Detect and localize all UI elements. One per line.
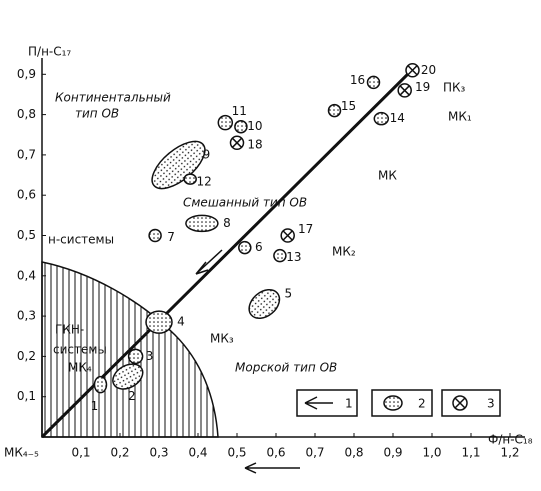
x-tick-label: 0,6 xyxy=(266,446,285,460)
annotation: МК₃ xyxy=(210,332,234,346)
y-tick-label: 0,6 xyxy=(17,188,36,202)
annotation: системы xyxy=(53,343,107,357)
point-cross xyxy=(399,85,410,96)
y-tick-label: 0,7 xyxy=(17,147,36,161)
point xyxy=(145,310,173,334)
point xyxy=(183,173,197,185)
point-label: 7 xyxy=(167,230,175,244)
point xyxy=(234,119,248,134)
point xyxy=(397,83,412,98)
point xyxy=(405,63,420,78)
annotation: Континентальный xyxy=(55,91,171,105)
point-label: 10 xyxy=(247,119,262,133)
point-label: 4 xyxy=(177,315,185,329)
annotation: МК₁ xyxy=(448,110,472,124)
legend-box xyxy=(371,389,433,417)
legend-label: 3 xyxy=(487,397,495,411)
point-label: 3 xyxy=(146,349,154,363)
point-label: 2 xyxy=(128,389,136,403)
arrow xyxy=(244,462,300,474)
x-tick-label: 0,3 xyxy=(149,446,168,460)
legend-label: 1 xyxy=(345,397,353,411)
point xyxy=(229,135,245,151)
point-label: 1 xyxy=(91,399,99,413)
legend-symbol xyxy=(304,396,333,410)
point-label: 14 xyxy=(390,111,405,125)
point-label: 9 xyxy=(203,147,211,161)
point-label: 11 xyxy=(232,104,247,118)
point-label: 18 xyxy=(247,137,262,151)
point-label: 17 xyxy=(298,222,313,236)
annotation: МК xyxy=(378,169,397,183)
x-tick-label: 1,1 xyxy=(461,446,480,460)
y-axis-label: П/н-C₁₇ xyxy=(28,45,71,59)
point xyxy=(185,214,219,233)
annotation: МК₄ xyxy=(68,361,92,375)
x-tick-label: 1,0 xyxy=(422,446,441,460)
legend-box xyxy=(441,389,501,417)
legend-box xyxy=(296,389,358,417)
point-label: 8 xyxy=(223,216,231,230)
point xyxy=(112,363,144,390)
point-label: 20 xyxy=(421,63,436,77)
x-axis-label: Ф/н-C₁₈ xyxy=(488,433,533,447)
annotation: ПК₃ xyxy=(443,81,466,95)
y-tick-label: 0,8 xyxy=(17,107,36,121)
point-label: 16 xyxy=(350,73,365,87)
y-tick-label: 0,3 xyxy=(17,309,36,323)
x-tick-label: 0,9 xyxy=(383,446,402,460)
point-label: 19 xyxy=(415,80,430,94)
point xyxy=(93,375,108,394)
x-tick-label: 0,1 xyxy=(71,446,90,460)
annotation: Смешанный тип ОВ xyxy=(183,196,307,210)
annotation: ГКН- xyxy=(55,323,84,337)
x-tick-label: 0,7 xyxy=(305,446,324,460)
point-label: 13 xyxy=(286,250,301,264)
point-cross xyxy=(231,137,243,148)
y-tick-label: 0,9 xyxy=(17,67,36,81)
point xyxy=(238,240,252,255)
annotation: МК₂ xyxy=(332,245,356,259)
legend-symbol xyxy=(452,395,468,411)
x-tick-label: 0,8 xyxy=(344,446,363,460)
point-label: 15 xyxy=(341,99,356,113)
annotation: н-системы xyxy=(48,233,114,247)
trend-line xyxy=(40,64,418,439)
point xyxy=(273,248,287,263)
point-label: 12 xyxy=(197,175,212,189)
point-cross xyxy=(282,230,293,241)
point-label: 5 xyxy=(284,287,292,301)
point-cross xyxy=(407,65,418,76)
point xyxy=(373,111,390,126)
arrow xyxy=(195,249,223,275)
y-tick-label: 0,5 xyxy=(17,228,36,242)
point xyxy=(127,348,144,365)
point-label: 6 xyxy=(255,240,263,254)
point xyxy=(327,103,342,118)
legend-label: 2 xyxy=(418,397,426,411)
x-tick-label: 0,5 xyxy=(227,446,246,460)
annotation: тип ОВ xyxy=(75,107,119,121)
point xyxy=(366,75,381,90)
x-tick-label: 0,4 xyxy=(188,446,207,460)
x-tick-label: 0,2 xyxy=(110,446,129,460)
x-tick-label: 1,2 xyxy=(500,446,519,460)
y-tick-label: 0,4 xyxy=(17,268,36,282)
point xyxy=(280,228,295,243)
annotation: Морской тип ОВ xyxy=(235,361,337,375)
y-tick-label: 0,1 xyxy=(17,389,36,403)
point xyxy=(148,228,162,243)
point xyxy=(248,288,281,320)
y-tick-label: 0,2 xyxy=(17,349,36,363)
legend-symbol xyxy=(383,395,403,411)
point xyxy=(217,114,234,131)
annotation: МК₄₋₅ xyxy=(4,446,39,460)
